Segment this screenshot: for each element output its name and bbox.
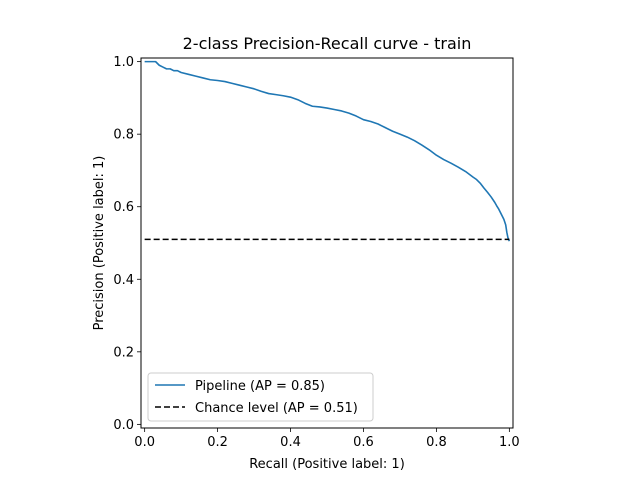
x-tick-label: 1.0 (499, 435, 520, 450)
legend-box (147, 372, 374, 422)
y-tick-label: 0.8 (113, 128, 134, 143)
chart-title: 2-class Precision-Recall curve - train (183, 34, 472, 53)
y-ticks: 0.0 0.2 0.4 0.6 0.8 1.0 (113, 55, 141, 433)
series-layer (144, 60, 511, 242)
y-tick-label: 0.4 (113, 273, 134, 288)
legend-label-pipeline: Pipeline (AP = 0.85) (195, 379, 325, 394)
series-line-pipeline (144, 60, 511, 242)
legend-label-chance: Chance level (AP = 0.51) (195, 401, 358, 416)
y-tick-label: 1.0 (113, 55, 134, 70)
x-axis-label: Recall (Positive label: 1) (249, 457, 405, 472)
y-tick-label: 0.0 (113, 418, 134, 433)
x-tick-label: 0.2 (207, 435, 228, 450)
y-tick-label: 0.6 (113, 200, 134, 215)
x-tick-label: 0.8 (426, 435, 447, 450)
x-tick-label: 0.6 (353, 435, 374, 450)
legend: Pipeline (AP = 0.85) Chance level (AP = … (147, 372, 374, 422)
x-tick-label: 0.4 (280, 435, 301, 450)
x-tick-label: 0.0 (134, 435, 155, 450)
axes-frame (140, 57, 514, 429)
y-tick-label: 0.2 (113, 345, 134, 360)
x-ticks: 0.0 0.2 0.4 0.6 0.8 1.0 (134, 428, 520, 450)
y-axis-label: Precision (Positive label: 1) (92, 156, 107, 331)
